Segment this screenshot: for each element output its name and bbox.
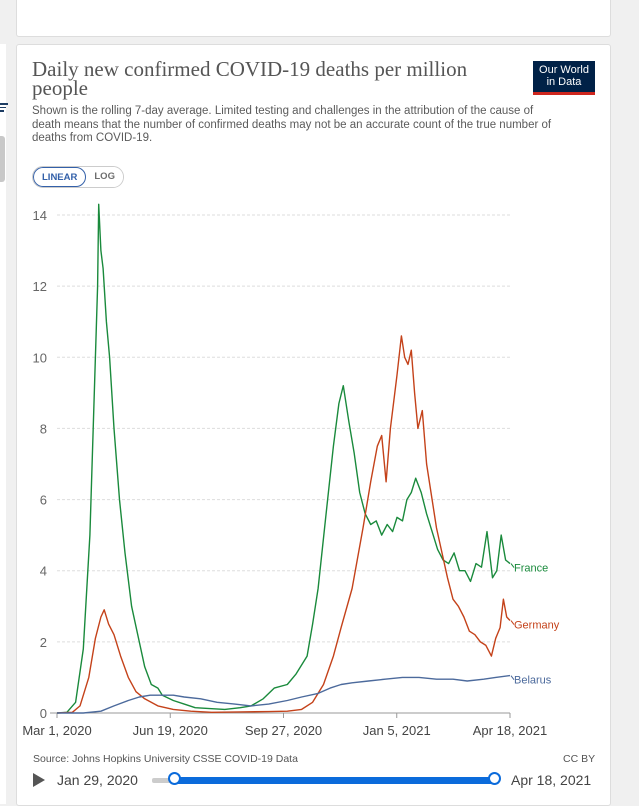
linear-scale-button[interactable]: LINEAR	[33, 167, 87, 187]
y-tick-label: 10	[33, 350, 47, 365]
previous-card	[16, 0, 611, 37]
license-link[interactable]: CC BY	[563, 753, 596, 765]
series-line-france	[56, 203, 511, 714]
x-tick-label: Sep 27, 2020	[245, 723, 322, 738]
timeline-track[interactable]	[152, 778, 174, 783]
y-tick-label: 12	[33, 279, 47, 294]
series-label-france: France	[514, 563, 548, 575]
x-tick-label: Jun 19, 2020	[133, 723, 208, 738]
menu-icon[interactable]	[0, 103, 8, 112]
scale-toggle[interactable]: LINEAR LOG	[32, 166, 124, 188]
series-line-belarus	[57, 674, 511, 714]
scrollbar-handle[interactable]	[0, 136, 5, 182]
left-panel	[0, 44, 6, 804]
y-tick-label: 6	[40, 493, 47, 508]
y-tick-label: 8	[40, 421, 47, 436]
y-tick-label: 2	[40, 635, 47, 650]
logo-line-2: in Data	[546, 76, 582, 88]
x-tick-label: Apr 18, 2021	[473, 723, 547, 738]
series-line-germany	[56, 335, 511, 714]
source-note[interactable]: Source: Johns Hopkins University CSSE CO…	[33, 753, 298, 765]
chart-title: Daily new confirmed COVID-19 deaths per …	[32, 57, 468, 100]
owid-logo[interactable]: Our World in Data	[533, 61, 595, 95]
logo-line-1: Our World	[539, 64, 589, 76]
series-label-leader	[510, 675, 515, 680]
y-tick-label: 0	[40, 706, 47, 721]
timeline-start-label: Jan 29, 2020	[57, 772, 138, 788]
y-tick-label: 4	[40, 564, 47, 579]
play-icon[interactable]	[33, 773, 45, 787]
series-label-belarus: Belarus	[514, 675, 552, 687]
x-tick-label: Jan 5, 2021	[363, 723, 431, 738]
series-label-leader	[510, 563, 515, 568]
series-label-leader	[510, 620, 515, 625]
timeline-range[interactable]	[175, 777, 495, 784]
x-tick-label: Mar 1, 2020	[22, 723, 91, 738]
chart-subtitle: Shown is the rolling 7-day average. Limi…	[32, 105, 552, 144]
y-tick-label: 14	[33, 208, 47, 223]
timeline-end-label: Apr 18, 2021	[511, 772, 592, 788]
timeline-end-handle[interactable]	[488, 772, 501, 785]
timeline-start-handle[interactable]	[168, 772, 181, 785]
log-scale-button[interactable]: LOG	[86, 167, 123, 187]
series-label-germany: Germany	[514, 620, 560, 632]
